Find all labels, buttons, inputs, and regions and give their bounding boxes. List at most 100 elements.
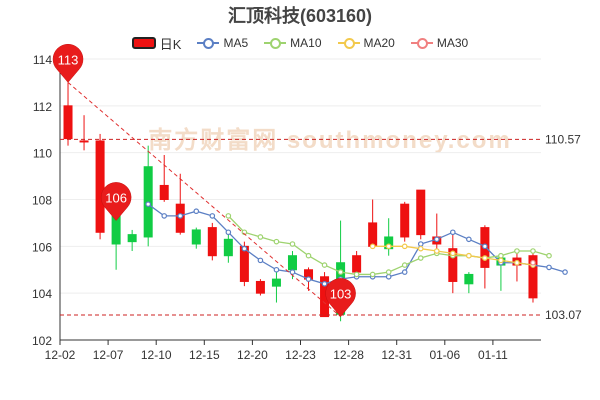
ma-point-ma10 [417,255,424,261]
ma-point-ma10 [273,238,280,245]
ma-point-ma5 [273,266,280,273]
ma-point-ma20 [498,257,504,264]
ma-point-ma20 [514,259,520,266]
ma-point-ma10 [257,234,264,240]
ma-point-ma5 [482,243,488,250]
legend-label: MA10 [290,36,322,50]
y-tick-label: 114 [33,53,52,67]
y-tick-label: 110 [33,147,52,161]
candle-body [95,140,105,233]
ma-point-ma10 [530,248,536,254]
ma-point-ma5 [401,269,408,275]
y-tick-label: 102 [32,334,52,348]
watermark: 南方财富网 southmoney.com [148,126,512,154]
line-marker-icon [337,37,360,49]
candle-body [63,105,73,140]
ma-point-ma10 [385,269,392,275]
legend-label: MA30 [436,36,469,50]
ma-point-ma10 [514,248,520,254]
x-tick-label: 12-02 [45,348,76,362]
trend-line [67,82,341,317]
legend-label: MA5 [223,36,249,50]
candle-body [255,280,265,294]
candle-body [159,184,169,200]
x-tick-label: 12-28 [333,348,364,362]
ma-point-ma30 [530,259,536,266]
ma-point-ma20 [450,250,456,257]
chart-title: 汇顶科技(603160) [227,6,373,26]
legend-item-ma10[interactable]: MA10 [264,36,322,50]
ma-point-ma10 [289,241,296,247]
ma-point-ma5 [562,269,568,275]
legend-label: 日K [159,36,182,52]
axes: 102 104 106 108 110 112 114 12-02 12-07 12-10 12-1… [32,53,541,362]
ma-point-ma20 [369,243,376,250]
candle-body [528,255,538,299]
candle-body [239,245,249,282]
ma-point-ma20 [385,243,392,250]
reference-lines: 110.57 103.07 [60,132,582,322]
price-markers: 113 106 103 [52,43,356,317]
map-pin-icon [325,278,356,317]
y-tick-label: 112 [33,100,52,114]
ma-point-ma20 [433,248,440,254]
legend-label: MA20 [363,36,395,50]
ma-point-ma5 [289,269,296,275]
ma-point-ma10 [401,262,408,268]
ma-point-ma20 [417,245,424,252]
candle-body [352,255,362,273]
kline-swatch-icon [131,37,156,49]
candle-body [287,255,297,271]
candle-body [127,234,137,243]
ma-point-ma5 [193,208,200,215]
candle-body [271,278,281,287]
ma-point-ma10 [353,271,360,278]
legend-item-kline[interactable]: 日K [131,34,182,53]
line-marker-icon [264,37,287,49]
x-tick-label: 12-07 [93,348,124,362]
x-tick-label: 12-31 [381,348,412,362]
candle-body [400,203,410,238]
ma-point-ma5 [177,213,184,219]
y-tick-label: 106 [32,240,52,254]
map-pin-icon [100,182,132,221]
x-tick-label: 01-11 [478,348,508,362]
ma-point-ma5 [385,273,392,280]
price-marker-label: 113 [58,52,79,67]
x-tick-label: 12-20 [237,348,268,362]
candle-body [448,248,458,282]
ma-point-ma5 [433,236,440,243]
candle-body [79,140,89,143]
watermark-text: 南方财富网 southmoney.com [148,126,512,154]
candles [63,82,538,322]
x-tick-label: 01-06 [429,348,460,362]
legend-item-ma20[interactable]: MA20 [337,36,395,50]
legend-item-ma30[interactable]: MA30 [410,36,469,50]
high-low-trend-line [67,82,341,317]
ma-point-ma20 [482,255,488,261]
candle-body [223,238,233,257]
ma-point-ma5 [161,213,168,219]
candle-body [207,227,217,257]
x-tick-label: 12-10 [141,348,172,362]
candle-body [368,222,378,247]
ma-point-ma5 [225,229,232,236]
ma-point-ma20 [466,252,472,259]
ma-point-ma5 [305,276,312,282]
ma-point-ma5 [546,264,552,271]
ma-point-ma5 [466,236,472,243]
ma-point-ma5 [241,245,248,252]
ma-point-ma10 [305,252,312,259]
ma-point-ma20 [401,243,408,250]
ma-point-ma10 [337,269,344,275]
ma-point-ma5 [450,229,456,236]
line-marker-icon [410,37,433,49]
ma-point-ma5 [321,280,328,287]
candle-body [191,229,201,245]
x-tick-label: 12-15 [189,348,220,362]
legend-item-ma5[interactable]: MA5 [197,36,248,50]
chart-legend: 日K MA5 MA10 MA20 MA30 [0,32,600,54]
ma-point-ma5 [417,241,424,247]
grid [60,58,541,341]
